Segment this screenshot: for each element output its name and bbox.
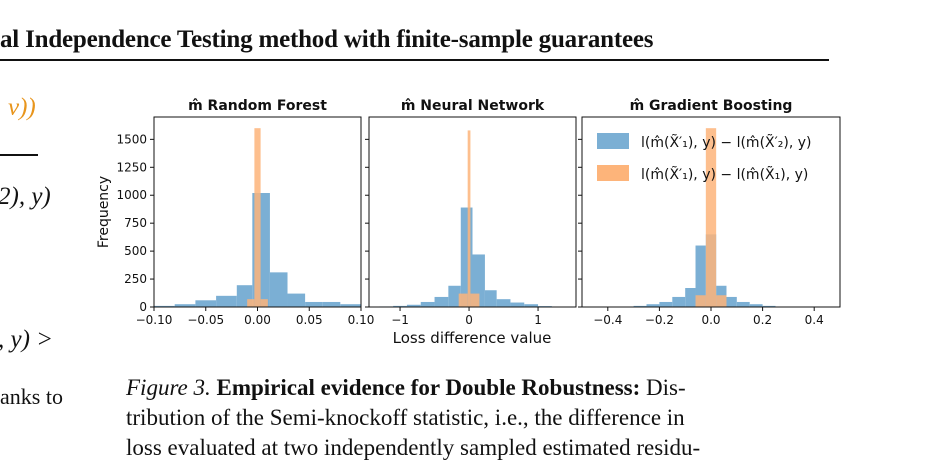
hist-bar-s1-11 [340, 304, 361, 307]
legend-swatch-2 [597, 165, 629, 181]
hist-bar-s2-2 [467, 130, 471, 307]
y-tick-label: 250 [124, 272, 147, 286]
figure-3-histograms: m̂ Random Forest−0.10 −0.05 0.00 0.05 0.1002… [96, 98, 841, 347]
hist-bar-s1-3 [195, 300, 217, 307]
y-tick-label: 0 [139, 300, 147, 314]
caption-line1-rest: Dis- [646, 375, 686, 400]
panel-1: m̂ Random Forest −0.10 −0.05 0.00 0.05 0.10 0 2… [116, 98, 374, 327]
left-fragment-2: 2), y) [0, 183, 51, 210]
figure-caption: Figure 3. Empirical evidence for Double … [126, 373, 831, 463]
hist-bar-s2-3 [260, 299, 268, 307]
hist-bar-s1-2 [393, 305, 407, 307]
hist-bar-s1-5 [434, 296, 449, 307]
hist-bar-s1-7 [269, 272, 288, 307]
hist-bar-s1-4 [672, 296, 686, 307]
caption-bold-title: Empirical evidence for Double Robustness… [216, 375, 641, 400]
caption-line-2: tribution of the Semi-knockoff statistic… [126, 405, 685, 430]
left-fragment-1: ν)) [8, 94, 36, 121]
hist-bar-s1-9 [484, 290, 497, 307]
panel-3: m̂ Gradient Boosting −0.4 −0.2 0.0 0.2 0.4 [578, 98, 841, 327]
legend-label-1: l(m̂(X̃′₁), y) − l(m̂(X̃′₂), y) [641, 134, 812, 151]
x-tick-label: −0.4 [593, 313, 622, 327]
x-tick-label: 0.0 [701, 313, 720, 327]
hist-bar-s1-1 [154, 305, 175, 307]
x-tick-label: 0.2 [753, 313, 772, 327]
hist-bar-s1-7 [460, 207, 473, 307]
x-tick-label: 0 [465, 313, 473, 327]
left-fragment-4: anks to [0, 384, 63, 409]
hist-bar-s2-1 [458, 293, 468, 307]
hist-bar-s1-6 [448, 285, 461, 307]
x-tick-label: −1 [391, 313, 409, 327]
hist-bar-s1-10 [322, 301, 341, 307]
hist-bar-s1-10 [496, 299, 511, 307]
hist-bar-s1-9 [726, 296, 737, 307]
hist-bar-s1-1 [633, 305, 647, 307]
x-tick-label: −0.2 [645, 313, 674, 327]
x-tick-label: 0.05 [296, 313, 323, 327]
panel-title: m̂ Gradient Boosting [630, 98, 793, 114]
y-tick-label: 1250 [116, 160, 147, 174]
hist-bar-s1-2 [646, 304, 660, 307]
hist-bar-s2-3 [470, 293, 480, 307]
header-rule [0, 59, 829, 61]
hist-bar-s1-4 [420, 301, 435, 307]
caption-line-3: loss evaluated at two independently samp… [126, 435, 701, 460]
left-rule [0, 154, 38, 156]
legend: l(m̂(X̃′₁), y) − l(m̂(X̃′₂), y) l(m̂(X̃′… [597, 133, 812, 183]
hist-bar-s2-1 [695, 295, 706, 307]
hist-bar-s1-11 [510, 302, 525, 307]
y-tick-label: 750 [124, 216, 147, 230]
y-axis-label: Frequency [96, 176, 112, 248]
legend-label-2: l(m̂(X̃′₁), y) − l(m̂(X̃₁), y) [641, 166, 808, 183]
panels-layer: m̂ Random Forest−0.10 −0.05 0.00 0.05 0.1002… [116, 98, 841, 327]
x-tick-label: 0.4 [805, 313, 824, 327]
hist-bar-s1-3 [406, 304, 421, 307]
panel-2: m̂ Neural Network −1 0 1 [365, 98, 577, 327]
hist-bar-s1-12 [524, 304, 539, 307]
hist-bar-s1-6 [695, 245, 706, 307]
caption-figure-label: Figure 3. [126, 375, 211, 400]
legend-swatch-1 [597, 133, 629, 149]
x-tick-label: −0.10 [136, 313, 173, 327]
x-tick-label: −0.05 [187, 313, 224, 327]
y-tick-label: 1000 [116, 188, 147, 202]
hist-bar-s1-2 [174, 304, 196, 307]
panel-title: m̂ Neural Network [401, 98, 545, 114]
caption-line-1: Figure 3. Empirical evidence for Double … [126, 373, 831, 403]
x-tick-label: 1 [534, 313, 542, 327]
hist-bar-s2-3 [716, 295, 727, 307]
hist-bar-s2-2 [705, 128, 717, 307]
x-tick-label: 0.10 [348, 313, 375, 327]
hist-bar-s1-3 [659, 301, 673, 307]
x-tick-label: 0.00 [244, 313, 271, 327]
hist-bar-s2-1 [247, 299, 255, 307]
panel-title: m̂ Random Forest [188, 98, 327, 114]
y-tick-label: 500 [124, 244, 147, 258]
page-header-title: al Independence Testing method with fini… [0, 26, 654, 53]
hist-bar-s1-11 [749, 304, 763, 307]
hist-bar-s1-10 [736, 301, 750, 307]
hist-bar-s1-9 [305, 301, 323, 307]
x-axis-label: Loss difference value [393, 329, 552, 347]
y-tick-label: 1500 [116, 132, 147, 146]
hist-bar-s1-4 [216, 295, 237, 307]
hist-bar-s1-8 [287, 293, 306, 307]
hist-bar-s1-5 [685, 288, 696, 307]
panel-frame [368, 116, 577, 308]
hist-bar-s1-12 [762, 305, 776, 307]
left-fragment-3: , y) > [0, 326, 54, 353]
hist-bar-s2-2 [254, 128, 261, 307]
